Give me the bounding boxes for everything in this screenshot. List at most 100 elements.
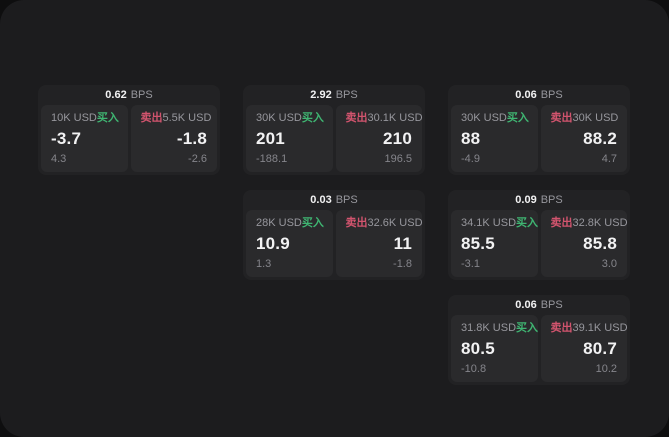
sell-pane[interactable]: 卖出 30K USD 88.2 4.7 xyxy=(540,105,627,172)
sell-top-row: 卖出 32.6K USD xyxy=(345,217,423,230)
bps-value: 0.62 xyxy=(105,89,127,101)
sell-price: -1.8 xyxy=(176,129,207,148)
buy-side-label: 买入 xyxy=(506,112,529,124)
bps-value: 0.06 xyxy=(515,89,537,101)
buy-amount: 30K USD xyxy=(461,112,507,124)
buy-price: 85.5 xyxy=(461,234,495,253)
sell-side-label: 卖出 xyxy=(345,112,368,124)
sell-price: 11 xyxy=(393,234,412,253)
sell-sub-value: 4.7 xyxy=(601,153,617,165)
buy-side-label: 买入 xyxy=(96,112,119,124)
card-body: 10K USD 买入 -3.7 4.3 卖出 5.5K USD -1.8 -2.… xyxy=(38,105,220,172)
buy-price: -3.7 xyxy=(51,129,82,148)
buy-price: 10.9 xyxy=(256,234,290,253)
sell-top-row: 卖出 5.5K USD xyxy=(140,112,212,125)
sell-amount: 32.6K USD xyxy=(367,217,423,229)
bps-value: 0.09 xyxy=(515,194,537,206)
sell-side-label: 卖出 xyxy=(550,112,573,124)
card-body: 28K USD 买入 10.9 1.3 卖出 32.6K USD 11 -1.8 xyxy=(243,210,425,277)
sell-pane[interactable]: 卖出 5.5K USD -1.8 -2.6 xyxy=(130,105,217,172)
card-body: 30K USD 买入 88 -4.9 卖出 30K USD 88.2 4.7 xyxy=(448,105,630,172)
sell-sub-value: 196.5 xyxy=(384,153,412,165)
buy-side-label: 买入 xyxy=(516,217,539,229)
buy-amount: 31.8K USD xyxy=(461,322,517,334)
sell-sub-value: -1.8 xyxy=(393,258,412,270)
bps-unit-label: BPS xyxy=(335,89,358,101)
card-header: 0.62 BPS xyxy=(38,85,220,105)
buy-pane[interactable]: 30K USD 买入 201 -188.1 xyxy=(246,105,333,172)
bps-unit-label: BPS xyxy=(335,194,358,206)
sell-pane[interactable]: 卖出 30.1K USD 210 196.5 xyxy=(335,105,423,172)
buy-sub-value: -10.8 xyxy=(461,363,487,375)
card-header: 0.06 BPS xyxy=(448,85,630,105)
sell-sub-value: 3.0 xyxy=(601,258,617,270)
sell-pane[interactable]: 卖出 39.1K USD 80.7 10.2 xyxy=(540,315,628,382)
bps-value: 2.92 xyxy=(310,89,332,101)
buy-price: 201 xyxy=(256,129,285,148)
sell-price: 85.8 xyxy=(583,234,617,253)
buy-amount: 10K USD xyxy=(51,112,97,124)
sell-top-row: 卖出 30.1K USD xyxy=(345,112,423,125)
card-body: 34.1K USD 买入 85.5 -3.1 卖出 32.8K USD 85.8… xyxy=(448,210,630,277)
card-header: 0.03 BPS xyxy=(243,190,425,210)
buy-top-row: 28K USD 买入 xyxy=(256,217,324,230)
quote-card: 0.06 BPS 30K USD 买入 88 -4.9 卖出 30K USD 8… xyxy=(448,85,630,175)
sell-side-label: 卖出 xyxy=(345,217,368,229)
buy-amount: 34.1K USD xyxy=(461,217,517,229)
buy-sub-value: 4.3 xyxy=(51,153,67,165)
buy-amount: 30K USD xyxy=(256,112,302,124)
buy-sub-value: 1.3 xyxy=(256,258,272,270)
bps-value: 0.06 xyxy=(515,299,537,311)
quote-card: 2.92 BPS 30K USD 买入 201 -188.1 卖出 30.1K … xyxy=(243,85,425,175)
buy-top-row: 10K USD 买入 xyxy=(51,112,119,125)
sell-pane[interactable]: 卖出 32.6K USD 11 -1.8 xyxy=(335,210,423,277)
buy-price: 88 xyxy=(461,129,481,148)
sell-side-label: 卖出 xyxy=(550,322,573,334)
buy-pane[interactable]: 30K USD 买入 88 -4.9 xyxy=(451,105,538,172)
sell-sub-value: 10.2 xyxy=(595,363,617,375)
sell-price: 210 xyxy=(383,129,412,148)
sell-price: 80.7 xyxy=(583,339,617,358)
bps-unit-label: BPS xyxy=(130,89,153,101)
quote-card: 0.06 BPS 31.8K USD 买入 80.5 -10.8 卖出 39.1… xyxy=(448,295,630,385)
sell-sub-value: -2.6 xyxy=(188,153,207,165)
card-header: 0.09 BPS xyxy=(448,190,630,210)
buy-pane[interactable]: 10K USD 买入 -3.7 4.3 xyxy=(41,105,128,172)
buy-top-row: 30K USD 买入 xyxy=(256,112,324,125)
sell-top-row: 卖出 30K USD xyxy=(550,112,619,125)
sell-side-label: 卖出 xyxy=(550,217,573,229)
card-body: 31.8K USD 买入 80.5 -10.8 卖出 39.1K USD 80.… xyxy=(448,315,630,382)
bps-unit-label: BPS xyxy=(540,89,563,101)
buy-pane[interactable]: 31.8K USD 买入 80.5 -10.8 xyxy=(451,315,538,382)
buy-side-label: 买入 xyxy=(516,322,539,334)
bps-value: 0.03 xyxy=(310,194,332,206)
sell-amount: 5.5K USD xyxy=(162,112,212,124)
buy-side-label: 买入 xyxy=(301,217,324,229)
card-body: 30K USD 买入 201 -188.1 卖出 30.1K USD 210 1… xyxy=(243,105,425,172)
buy-sub-value: -3.1 xyxy=(461,258,480,270)
quote-card: 0.03 BPS 28K USD 买入 10.9 1.3 卖出 32.6K US… xyxy=(243,190,425,280)
bps-unit-label: BPS xyxy=(540,194,563,206)
card-header: 0.06 BPS xyxy=(448,295,630,315)
sell-amount: 39.1K USD xyxy=(572,322,628,334)
buy-top-row: 34.1K USD 买入 xyxy=(461,217,538,230)
buy-pane[interactable]: 34.1K USD 买入 85.5 -3.1 xyxy=(451,210,538,277)
card-header: 2.92 BPS xyxy=(243,85,425,105)
sell-amount: 32.8K USD xyxy=(572,217,628,229)
sell-side-label: 卖出 xyxy=(140,112,163,124)
buy-top-row: 31.8K USD 买入 xyxy=(461,322,538,335)
sell-price: 88.2 xyxy=(583,129,617,148)
quote-card: 0.09 BPS 34.1K USD 买入 85.5 -3.1 卖出 32.8K… xyxy=(448,190,630,280)
buy-amount: 28K USD xyxy=(256,217,302,229)
buy-pane[interactable]: 28K USD 买入 10.9 1.3 xyxy=(246,210,333,277)
quote-card: 0.62 BPS 10K USD 买入 -3.7 4.3 卖出 5.5K USD… xyxy=(38,85,220,175)
sell-top-row: 卖出 39.1K USD xyxy=(550,322,628,335)
sell-amount: 30K USD xyxy=(572,112,619,124)
sell-pane[interactable]: 卖出 32.8K USD 85.8 3.0 xyxy=(540,210,628,277)
buy-sub-value: -4.9 xyxy=(461,153,480,165)
sell-top-row: 卖出 32.8K USD xyxy=(550,217,628,230)
sell-amount: 30.1K USD xyxy=(367,112,423,124)
bps-unit-label: BPS xyxy=(540,299,563,311)
buy-sub-value: -188.1 xyxy=(256,153,288,165)
